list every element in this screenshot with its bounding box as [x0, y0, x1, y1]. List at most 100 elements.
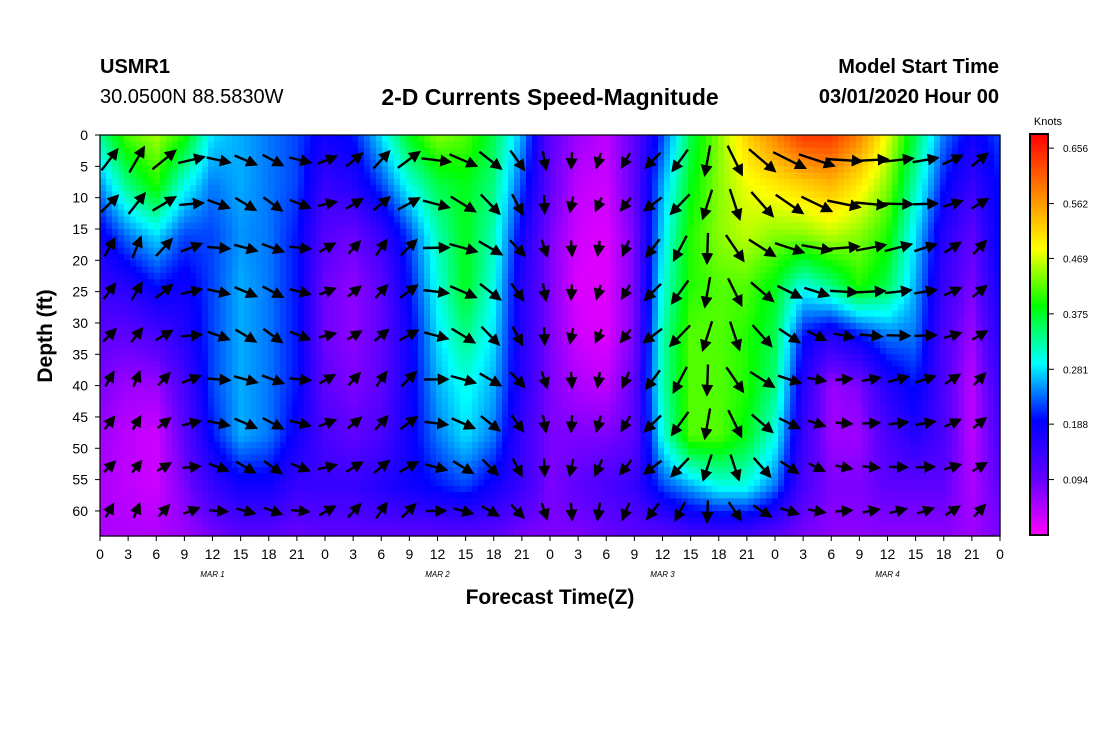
- heatmap-cell: [322, 172, 329, 180]
- heatmap-cell: [784, 279, 791, 286]
- heatmap-cell: [178, 335, 185, 343]
- heatmap-cell: [922, 172, 929, 180]
- heatmap-cell: [694, 191, 701, 199]
- heatmap-cell: [364, 172, 371, 180]
- heatmap-cell: [112, 160, 119, 167]
- heatmap-cell: [424, 172, 431, 180]
- heatmap-cell: [922, 228, 929, 236]
- heatmap-cell: [736, 329, 743, 337]
- heatmap-cell: [640, 166, 647, 174]
- heatmap-cell: [274, 228, 281, 236]
- heatmap-cell: [586, 141, 593, 149]
- heatmap-cell: [748, 329, 755, 337]
- heatmap-cell: [310, 341, 317, 349]
- heatmap-cell: [550, 185, 557, 192]
- heatmap-cell: [232, 197, 239, 205]
- heatmap-cell: [232, 316, 239, 324]
- heatmap-cell: [124, 228, 131, 236]
- heatmap-cell: [130, 279, 137, 286]
- heatmap-cell: [184, 316, 191, 324]
- heatmap-cell: [640, 322, 647, 330]
- heatmap-cell: [376, 235, 383, 243]
- heatmap-cell: [736, 222, 743, 230]
- heatmap-cell: [790, 135, 797, 142]
- heatmap-cell: [220, 316, 227, 324]
- heatmap-cell: [598, 216, 605, 224]
- heatmap-cell: [892, 241, 899, 249]
- heatmap-cell: [574, 291, 581, 299]
- heatmap-cell: [118, 304, 125, 312]
- heatmap-cell: [634, 135, 641, 142]
- heatmap-cell: [874, 266, 881, 274]
- heatmap-cell: [202, 241, 209, 249]
- heatmap-cell: [910, 235, 917, 243]
- heatmap-cell: [982, 228, 989, 236]
- heatmap-cell: [148, 254, 155, 261]
- heatmap-cell: [364, 310, 371, 318]
- heatmap-cell: [592, 235, 599, 243]
- heatmap-cell: [310, 279, 317, 286]
- heatmap-cell: [718, 135, 725, 142]
- heatmap-cell: [976, 266, 983, 274]
- heatmap-cell: [406, 260, 413, 268]
- heatmap-cell: [526, 247, 533, 255]
- heatmap-cell: [364, 222, 371, 230]
- heatmap-cell: [304, 254, 311, 261]
- heatmap-cell: [160, 247, 167, 255]
- heatmap-cell: [436, 304, 443, 312]
- heatmap-cell: [874, 191, 881, 199]
- heatmap-cell: [910, 335, 917, 343]
- heatmap-cell: [274, 172, 281, 180]
- heatmap-cell: [334, 210, 341, 218]
- heatmap-cell: [478, 141, 485, 149]
- heatmap-cell: [904, 178, 911, 186]
- heatmap-cell: [760, 160, 767, 167]
- heatmap-cell: [562, 235, 569, 243]
- heatmap-cell: [586, 310, 593, 318]
- heatmap-cell: [754, 216, 761, 224]
- heatmap-cell: [628, 266, 635, 274]
- heatmap-cell: [502, 185, 509, 192]
- heatmap-cell: [394, 197, 401, 205]
- heatmap-cell: [658, 147, 665, 155]
- heatmap-cell: [910, 166, 917, 174]
- heatmap-cell: [940, 304, 947, 312]
- heatmap-cell: [178, 178, 185, 186]
- heatmap-cell: [202, 279, 209, 286]
- heatmap-cell: [556, 222, 563, 230]
- heatmap-cell: [196, 247, 203, 255]
- heatmap-cell: [466, 141, 473, 149]
- heatmap-cell: [460, 135, 467, 142]
- heatmap-cell: [280, 272, 287, 280]
- heatmap-cell: [154, 241, 161, 249]
- heatmap-cell: [562, 210, 569, 218]
- heatmap-cell: [142, 247, 149, 255]
- heatmap-cell: [796, 135, 803, 142]
- heatmap-cell: [502, 141, 509, 149]
- heatmap-cell: [424, 210, 431, 218]
- heatmap-cell: [136, 166, 143, 174]
- heatmap-cell: [604, 178, 611, 186]
- heatmap-cell: [586, 279, 593, 286]
- heatmap-cell: [676, 241, 683, 249]
- heatmap-cell: [646, 272, 653, 280]
- heatmap-cell: [610, 285, 617, 293]
- heatmap-cell: [316, 335, 323, 343]
- heatmap-cell: [496, 185, 503, 192]
- heatmap-cell: [664, 316, 671, 324]
- heatmap-cell: [124, 285, 131, 293]
- heatmap-cell: [994, 272, 1001, 280]
- heatmap-cell: [766, 197, 773, 205]
- heatmap-cell: [730, 135, 737, 142]
- heatmap-cell: [982, 141, 989, 149]
- heatmap-cell: [316, 216, 323, 224]
- heatmap-cell: [328, 316, 335, 324]
- heatmap-cell: [454, 216, 461, 224]
- heatmap-cell: [994, 235, 1001, 243]
- heatmap-cell: [994, 197, 1001, 205]
- heatmap-cell: [706, 141, 713, 149]
- heatmap-cell: [628, 279, 635, 286]
- heatmap-cell: [904, 160, 911, 167]
- heatmap-cell: [418, 222, 425, 230]
- heatmap-cell: [418, 260, 425, 268]
